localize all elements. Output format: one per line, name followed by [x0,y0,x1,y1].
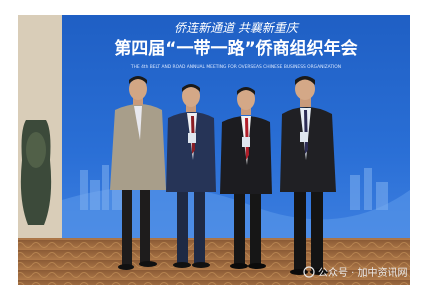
watermark: 公众号 · 加中资讯网 [318,266,408,279]
banner-slogan: 侨连新通道 共襄新重庆 [174,21,300,35]
page: 侨连新通道 共襄新重庆 第四届“一带一路”侨商组织年会 THE 4th BELT… [0,0,422,290]
vase-pattern [26,132,46,168]
photo: 侨连新通道 共襄新重庆 第四届“一带一路”侨商组织年会 THE 4th BELT… [0,0,422,290]
banner-subtitle: THE 4th BELT AND ROAD ANNUAL MEETING FOR… [130,64,341,70]
banner-title: 第四届“一带一路”侨商组织年会 [114,38,357,59]
